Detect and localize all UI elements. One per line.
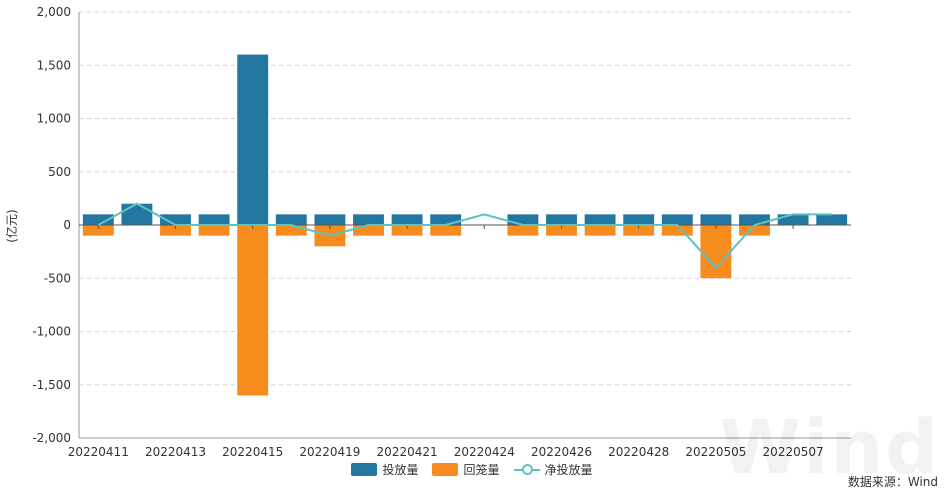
legend-label-net: 净投放量 xyxy=(544,462,593,477)
y-tick-label: 500 xyxy=(48,165,71,179)
bar-withdrawal xyxy=(584,225,616,236)
y-axis-ticks: 2,000 1,500 1,000 500 0 -500 -1,000 -1,500 -2,00… xyxy=(32,5,71,445)
bar-withdrawal xyxy=(507,225,539,236)
bar-withdrawal xyxy=(661,225,693,236)
y-tick-label: -1,500 xyxy=(32,378,71,392)
bar-inflow xyxy=(275,214,307,225)
bar-inflow xyxy=(198,214,230,225)
legend-item-inflow[interactable]: 投放量 xyxy=(351,461,418,478)
bar-withdrawal xyxy=(82,225,114,236)
x-tick-label: 20220507 xyxy=(763,445,824,459)
y-tick-label: 2,000 xyxy=(37,5,71,19)
bar-inflow xyxy=(700,214,732,225)
bar-inflow xyxy=(391,214,423,225)
x-tick-label: 20220413 xyxy=(145,445,206,459)
y-tick-label: -500 xyxy=(44,271,71,285)
x-tick-label: 20220411 xyxy=(68,445,129,459)
bar-withdrawal xyxy=(739,225,770,236)
legend-item-net[interactable]: 净投放量 xyxy=(513,461,593,478)
bar-withdrawal xyxy=(353,225,384,236)
bar-inflow xyxy=(623,214,655,225)
bar-withdrawal xyxy=(198,225,230,236)
legend-swatch-inflow xyxy=(351,462,378,476)
bar-inflow xyxy=(353,214,384,225)
x-tick-label: 20220426 xyxy=(531,445,592,459)
wind-watermark: Wind xyxy=(719,405,940,491)
x-axis-ticks: 20220411 20220413 20220415 20220419 20220421… xyxy=(68,445,824,459)
x-tick-label: 20220428 xyxy=(608,445,669,459)
legend-label-withdrawal: 回笼量 xyxy=(463,462,500,477)
bar-inflow xyxy=(739,214,770,225)
net-line-series xyxy=(97,202,832,270)
bar-inflow xyxy=(314,214,346,225)
bar-withdrawal xyxy=(623,225,655,236)
data-source-note: 数据来源：Wind xyxy=(847,475,938,489)
x-tick-label: 20220505 xyxy=(685,445,746,459)
legend-swatch-net xyxy=(513,463,540,476)
bar-withdrawal xyxy=(160,225,191,236)
x-tick-label: 20220419 xyxy=(299,445,360,459)
bar-inflow xyxy=(82,214,114,225)
y-tick-label: 0 xyxy=(63,218,71,232)
bar-inflow xyxy=(507,214,539,225)
legend-item-withdrawal[interactable]: 回笼量 xyxy=(432,461,500,478)
bar-withdrawal xyxy=(700,225,732,279)
y-tick-label: -1,000 xyxy=(32,325,71,339)
bar-inflow xyxy=(121,203,153,225)
grid-lines xyxy=(79,11,851,439)
y-tick-label: 1,000 xyxy=(37,112,71,126)
bar-inflow xyxy=(661,214,693,225)
bar-withdrawal xyxy=(391,225,423,236)
bar-withdrawal xyxy=(546,225,577,236)
bar-inflow xyxy=(584,214,616,225)
bar-inflow xyxy=(237,54,269,225)
y-tick-label: 1,500 xyxy=(37,58,71,72)
x-tick-label: 20220421 xyxy=(377,445,438,459)
bar-inflow xyxy=(777,214,809,225)
y-axis-label: (亿元) xyxy=(4,209,19,242)
legend: 投放量 回笼量 净投放量 xyxy=(0,459,944,479)
bar-inflow xyxy=(430,214,462,225)
bar-inflow xyxy=(160,214,191,225)
net-line xyxy=(97,202,832,270)
legend-swatch-withdrawal xyxy=(432,462,459,476)
x-tick-label: 20220415 xyxy=(222,445,283,459)
bar-withdrawal xyxy=(275,225,307,236)
x-tick-label: 20220424 xyxy=(454,445,515,459)
bar-inflow xyxy=(816,214,848,225)
y-tick-label: -2,000 xyxy=(32,431,71,445)
legend-label-inflow: 投放量 xyxy=(382,462,419,477)
bar-withdrawal xyxy=(237,225,269,396)
bar-withdrawal xyxy=(430,225,462,236)
bar-inflow xyxy=(546,214,577,225)
